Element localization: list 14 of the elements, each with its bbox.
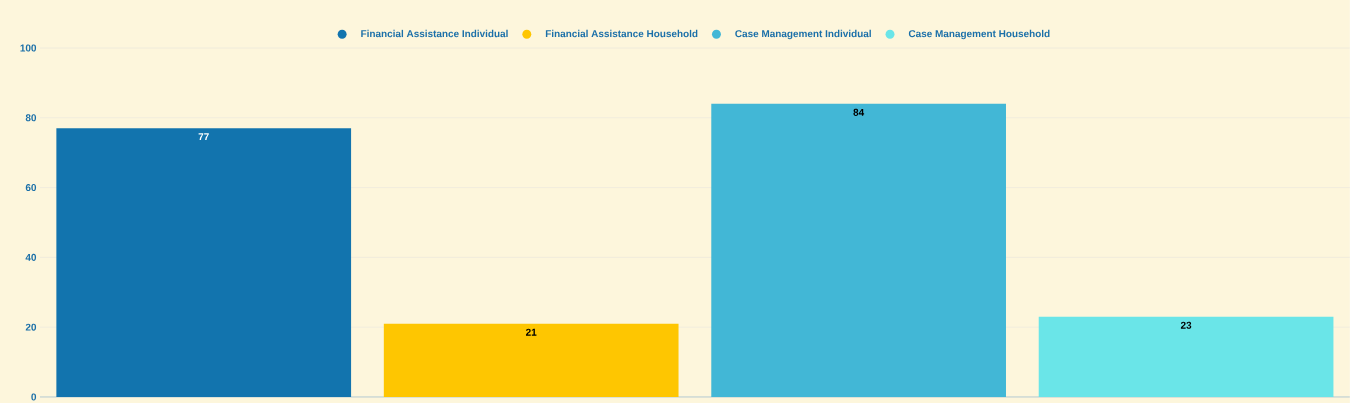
y-tick-label: 0 [31, 393, 37, 401]
legend-label: Case Management Individual [735, 29, 871, 40]
y-tick-label: 60 [25, 184, 37, 192]
legend-label: Financial Assistance Individual [361, 29, 508, 38]
legend-label: Financial Assistance Household [545, 29, 698, 38]
data-label: 21 [525, 328, 537, 336]
y-tick-label: 40 [25, 253, 37, 261]
y-tick-label: 100 [20, 44, 37, 52]
data-label: 77 [198, 133, 209, 141]
y-tick-label: 80 [25, 114, 37, 122]
data-label: 23 [1180, 321, 1192, 329]
y-tick-label: 20 [25, 323, 37, 331]
legend-label: Case Management Household [908, 29, 1050, 40]
data-label: 84 [853, 108, 865, 116]
